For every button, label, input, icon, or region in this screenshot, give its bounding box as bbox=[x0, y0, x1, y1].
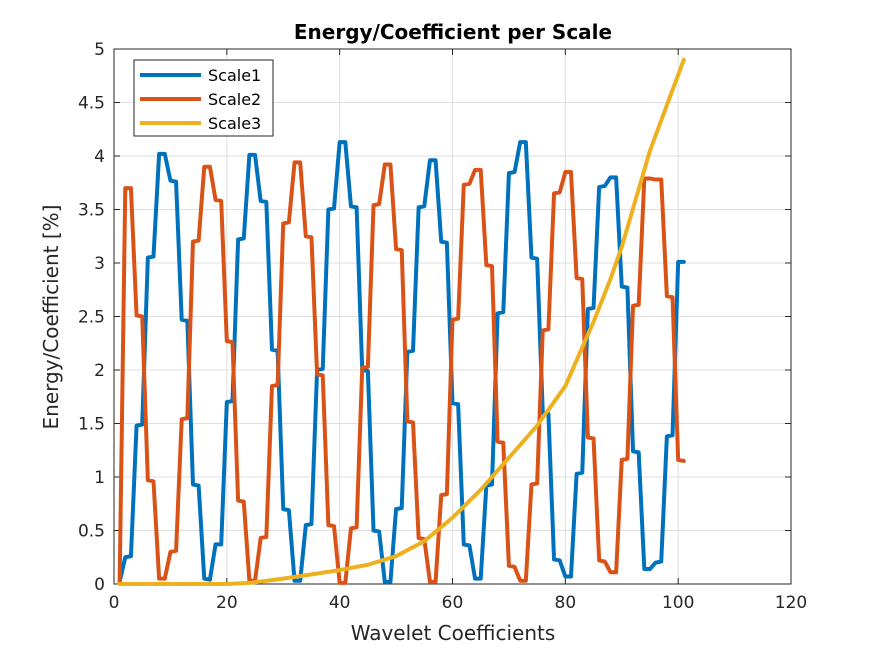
x-tick-label: 120 bbox=[775, 593, 807, 613]
y-tick-label: 2 bbox=[94, 361, 105, 381]
x-tick-label: 60 bbox=[442, 593, 464, 613]
y-tick-label: 3 bbox=[94, 254, 105, 274]
y-tick-label: 1 bbox=[94, 468, 105, 488]
x-tick-label: 100 bbox=[662, 593, 694, 613]
y-axis-label: Energy/Coefficient [%] bbox=[39, 205, 63, 430]
series-group bbox=[117, 57, 686, 586]
x-axis-label: Wavelet Coefficients bbox=[351, 621, 556, 645]
series-line-scale3 bbox=[117, 57, 686, 586]
plot-area-frame bbox=[113, 48, 792, 585]
series-line-scale2 bbox=[117, 160, 686, 585]
legend-label-scale2: Scale2 bbox=[208, 90, 261, 109]
x-tick-label: 80 bbox=[555, 593, 577, 613]
y-tick-label: 1.5 bbox=[78, 415, 105, 435]
legend: Scale1 Scale2 Scale3 bbox=[133, 59, 274, 137]
legend-label-scale3: Scale3 bbox=[208, 114, 261, 133]
chart-title: Energy/Coefficient per Scale bbox=[294, 20, 612, 44]
y-tick-label: 0.5 bbox=[78, 522, 105, 542]
legend-label-scale1: Scale1 bbox=[208, 66, 261, 85]
y-tick-label: 4.5 bbox=[78, 94, 105, 114]
y-tick-label: 4 bbox=[94, 147, 105, 167]
y-tick-label: 3.5 bbox=[78, 201, 105, 221]
x-tick-label: 0 bbox=[109, 593, 120, 613]
tick-labels: 0 20 40 60 80 100 120 0 0.5 1 1.5 2 2.5 3 3.5 4 4.5 5 bbox=[78, 40, 807, 613]
x-tick-label: 40 bbox=[329, 593, 351, 613]
y-tick-label: 2.5 bbox=[78, 308, 105, 328]
y-tick-label: 5 bbox=[94, 40, 105, 60]
x-tick-label: 20 bbox=[216, 593, 238, 613]
y-tick-label: 0 bbox=[94, 575, 105, 595]
series-line-scale1 bbox=[117, 140, 686, 584]
